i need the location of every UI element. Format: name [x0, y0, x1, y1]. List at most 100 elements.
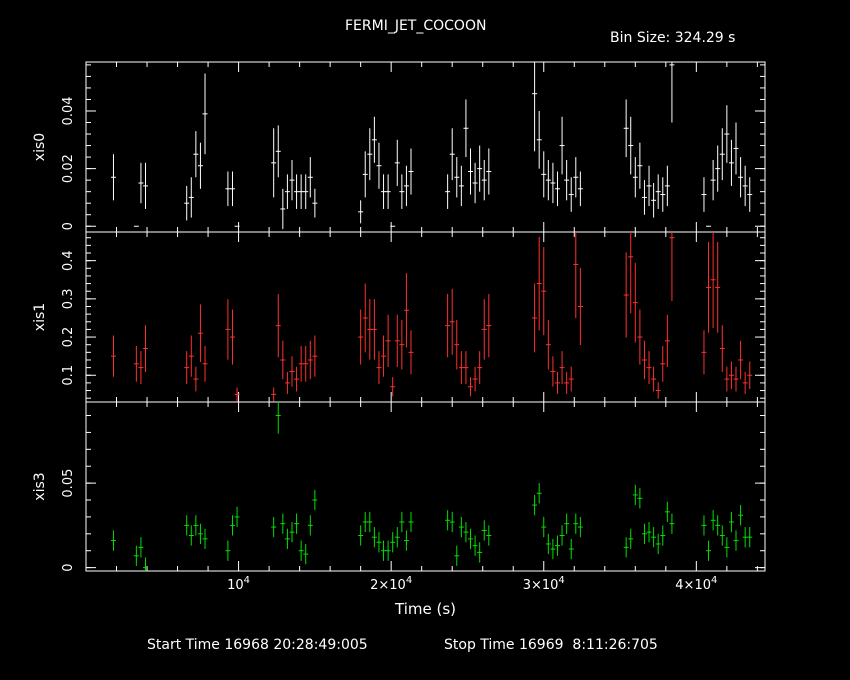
- data-point: [564, 371, 570, 394]
- data-point: [550, 162, 556, 204]
- data-point: [271, 516, 277, 538]
- data-point: [623, 252, 629, 338]
- data-point: [724, 366, 730, 392]
- data-point: [541, 516, 547, 538]
- data-point: [143, 162, 148, 209]
- data-point: [532, 283, 538, 353]
- data-point: [706, 242, 712, 333]
- data-point: [536, 110, 542, 169]
- data-point: [573, 513, 579, 534]
- data-point: [184, 515, 190, 536]
- data-point: [701, 330, 707, 375]
- data-point: [568, 366, 574, 392]
- data-point: [651, 183, 657, 218]
- data-point: [188, 525, 194, 546]
- data-point: [555, 371, 560, 394]
- data-point: [632, 484, 638, 506]
- data-point: [710, 232, 716, 328]
- data-point: [381, 540, 387, 561]
- data-point: [646, 351, 652, 385]
- data-point: [710, 510, 716, 531]
- data-point: [371, 527, 377, 548]
- data-point: [724, 105, 730, 163]
- data-point: [110, 335, 116, 377]
- data-point: [719, 525, 725, 546]
- data-point: [367, 511, 373, 533]
- data-point: [408, 330, 414, 375]
- y-axis-label-xis3: xis3: [32, 472, 48, 500]
- data-point: [110, 530, 116, 551]
- data-point: [449, 288, 455, 355]
- data-point: [637, 488, 643, 509]
- data-point: [632, 262, 638, 343]
- data-point: [312, 489, 318, 511]
- data-point: [445, 293, 451, 358]
- y-axis-label-xis1: xis1: [32, 303, 48, 331]
- data-point: [188, 177, 194, 218]
- data-point: [564, 159, 570, 201]
- data-point: [362, 151, 368, 198]
- data-point: [577, 516, 583, 538]
- data-point: [468, 377, 473, 397]
- data-point: [559, 525, 565, 546]
- data-point: [197, 523, 203, 544]
- data-point: [536, 483, 542, 504]
- data-point: [747, 177, 753, 212]
- data-point: [138, 162, 144, 204]
- data-point: [230, 515, 235, 536]
- data-point: [559, 351, 565, 385]
- data-point: [230, 171, 235, 207]
- data-point: [312, 188, 318, 218]
- data-point: [399, 174, 405, 209]
- data-point: [646, 165, 652, 207]
- data-point: [454, 157, 460, 198]
- data-point: [138, 537, 144, 558]
- data-point: [284, 371, 290, 394]
- data-point: [184, 185, 190, 221]
- data-point: [362, 511, 368, 533]
- data-point: [385, 540, 391, 561]
- data-point: [394, 314, 400, 368]
- data-point: [532, 62, 538, 152]
- data-point: [651, 366, 657, 392]
- data-point: [664, 501, 670, 522]
- data-point: [477, 351, 483, 385]
- data-point: [738, 340, 744, 380]
- start-time-label: Start Time 16968 20:28:49:005: [147, 637, 368, 653]
- data-point: [138, 351, 144, 385]
- data-point: [577, 267, 583, 346]
- data-point: [669, 62, 675, 123]
- data-point: [275, 125, 281, 178]
- data-point: [742, 165, 748, 207]
- data-point: [449, 128, 455, 181]
- data-point: [225, 171, 231, 207]
- data-point: [188, 335, 194, 377]
- data-point: [381, 174, 387, 209]
- data-point: [742, 527, 748, 548]
- data-point: [468, 148, 473, 195]
- data-point: [399, 511, 405, 533]
- data-point: [747, 361, 753, 390]
- data-point: [358, 200, 364, 224]
- y-tick-label: 0.05: [61, 469, 76, 498]
- data-point: [715, 145, 721, 192]
- data-point: [628, 116, 634, 175]
- data-point: [738, 505, 744, 526]
- data-point: [202, 345, 208, 382]
- data-point: [532, 494, 538, 516]
- data-point: [486, 148, 492, 195]
- data-point: [458, 351, 464, 385]
- y-tick-label: 0.3: [61, 289, 76, 310]
- data-point: [545, 319, 551, 370]
- data-point: [738, 157, 744, 198]
- data-point: [298, 345, 304, 382]
- data-point: [225, 299, 231, 360]
- data-point: [637, 309, 643, 365]
- data-point: [463, 99, 469, 158]
- data-point: [628, 232, 634, 314]
- y-tick-label: 0.1: [61, 365, 76, 386]
- data-point: [307, 515, 313, 536]
- data-point: [472, 162, 478, 204]
- data-point: [555, 535, 560, 556]
